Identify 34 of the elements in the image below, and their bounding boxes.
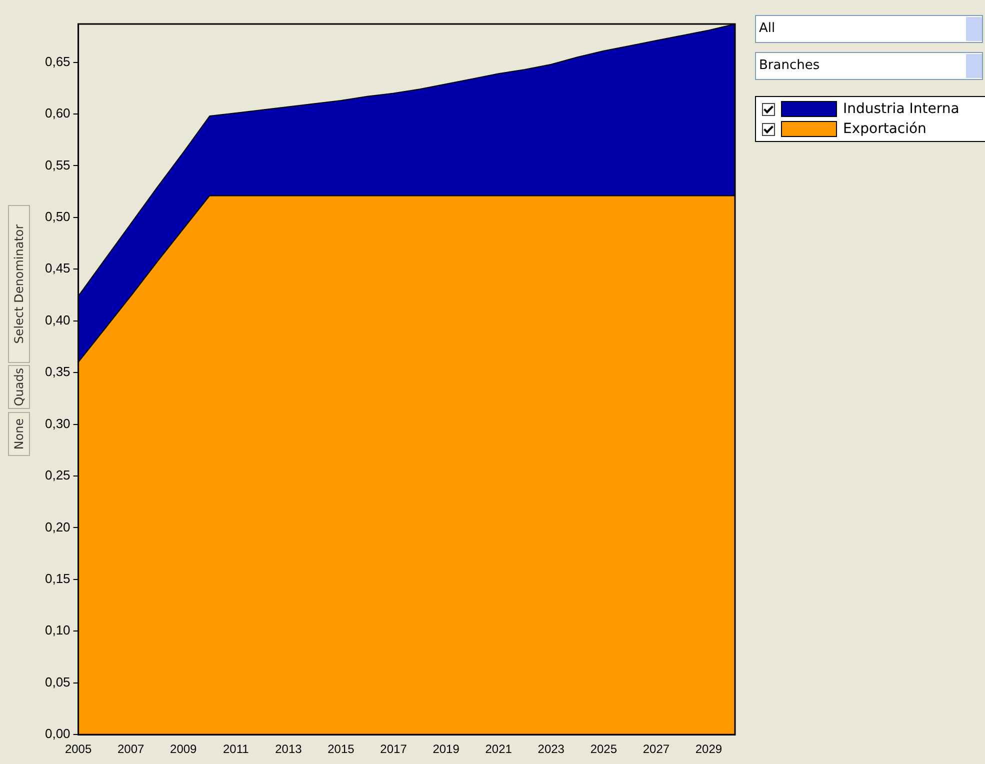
side-button: Quads (8, 365, 30, 409)
x-tick-label: 2019 (432, 742, 460, 756)
y-tick-label: 0,55 (44, 157, 70, 172)
y-tick-label: 0,00 (44, 726, 70, 742)
x-tick-label: 2029 (695, 742, 722, 756)
y-tick-label: 0,65 (44, 54, 70, 69)
y-tick-label: 0,15 (44, 571, 70, 586)
y-tick-label: 0,25 (44, 468, 70, 483)
x-tick-label: 2015 (328, 742, 355, 756)
y-tick-label: 0,60 (44, 106, 70, 121)
x-tick-label: 2011 (223, 742, 250, 756)
y-tick-label: 0,40 (44, 312, 70, 328)
dropdown: Branches (755, 52, 983, 80)
dropdown: All (755, 15, 983, 43)
x-tick-label: 2021 (485, 742, 512, 756)
y-tick-label: 0,05 (44, 674, 70, 690)
x-tick-label: 2023 (538, 742, 565, 756)
y-tick-label: 0,35 (44, 364, 70, 380)
side-button: Select Denominator (8, 205, 30, 363)
x-tick-label: 2013 (275, 742, 302, 756)
x-tick-label: 2027 (642, 742, 670, 756)
x-tick-label: 2017 (380, 742, 408, 756)
y-tick-label: 0,45 (44, 260, 70, 276)
x-tick-label: 2005 (64, 742, 92, 756)
legend-label: Exportación (843, 121, 926, 137)
y-tick-label: 0,50 (44, 209, 70, 224)
y-tick-label: 0,20 (44, 519, 70, 534)
y-tick-label: 0,10 (44, 622, 70, 638)
legend-label: Industria Interna (843, 101, 960, 117)
x-tick-label: 2025 (590, 742, 618, 756)
x-tick-label: 2007 (117, 742, 145, 756)
y-tick-label: 0,30 (44, 416, 70, 431)
side-button: None (8, 412, 30, 456)
x-tick-label: 2009 (170, 742, 198, 756)
